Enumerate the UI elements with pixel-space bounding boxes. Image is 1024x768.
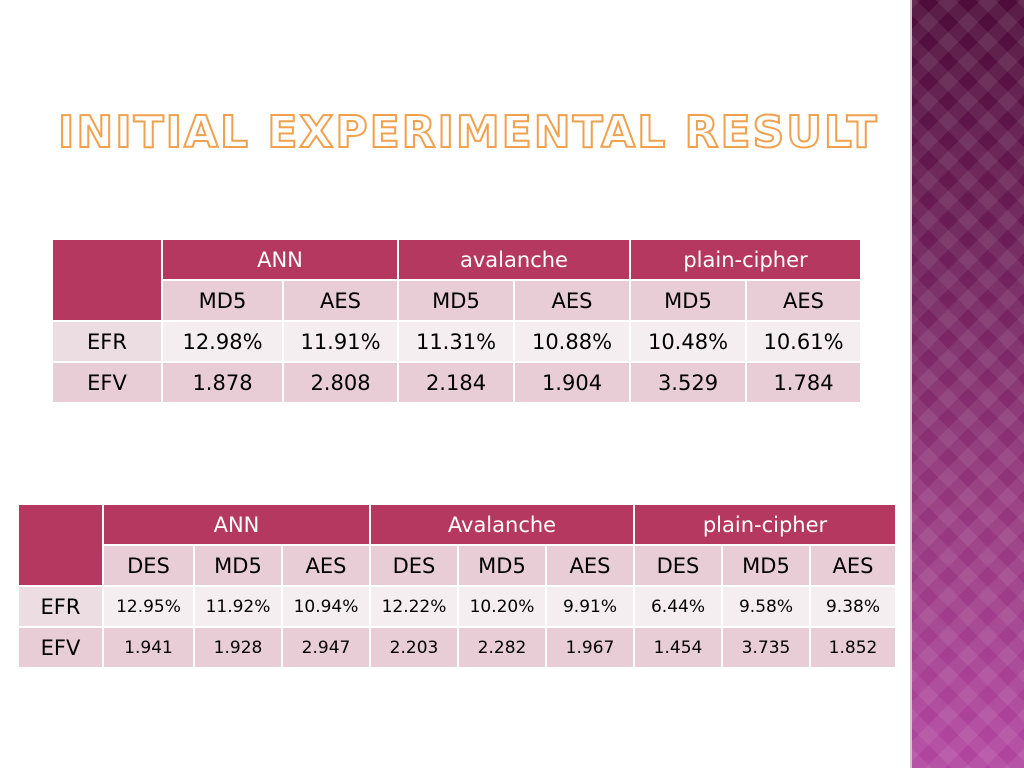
table-corner — [51, 238, 163, 322]
column-header: MD5 — [397, 279, 515, 322]
side-divider — [910, 0, 912, 768]
table-row: EFV 1.941 1.928 2.947 2.203 2.282 1.967 … — [17, 626, 897, 669]
column-header: AES — [745, 279, 862, 322]
data-cell: 2.947 — [281, 626, 371, 669]
group-header: ANN — [161, 238, 399, 281]
data-cell: 11.91% — [282, 320, 399, 363]
row-label: EFV — [17, 626, 104, 669]
data-cell: 3.735 — [721, 626, 811, 669]
data-cell: 10.61% — [745, 320, 862, 363]
data-cell: 11.31% — [397, 320, 515, 363]
group-header: plain-cipher — [629, 238, 862, 281]
group-header: Avalanche — [369, 503, 635, 546]
data-cell: 12.98% — [161, 320, 284, 363]
row-label: EFV — [51, 361, 163, 404]
data-cell: 11.92% — [193, 585, 283, 628]
data-cell: 10.48% — [629, 320, 747, 363]
data-cell: 12.95% — [102, 585, 195, 628]
data-cell: 1.941 — [102, 626, 195, 669]
data-cell: 3.529 — [629, 361, 747, 404]
column-header: AES — [809, 544, 897, 587]
column-header: AES — [281, 544, 371, 587]
row-label: EFR — [51, 320, 163, 363]
group-header: ANN — [102, 503, 371, 546]
column-header: MD5 — [457, 544, 547, 587]
column-header: MD5 — [193, 544, 283, 587]
column-header: DES — [102, 544, 195, 587]
column-header: MD5 — [721, 544, 811, 587]
results-table-1: ANN avalanche plain-cipher MD5 AES MD5 A… — [51, 238, 862, 404]
data-cell: 10.94% — [281, 585, 371, 628]
data-cell: 12.22% — [369, 585, 459, 628]
data-cell: 1.904 — [513, 361, 631, 404]
column-header: AES — [282, 279, 399, 322]
data-cell: 1.928 — [193, 626, 283, 669]
data-cell: 9.91% — [545, 585, 635, 628]
data-cell: 2.184 — [397, 361, 515, 404]
data-cell: 2.808 — [282, 361, 399, 404]
slide-title: Initial Experimental Result — [57, 106, 879, 159]
data-cell: 6.44% — [633, 585, 723, 628]
column-header: AES — [513, 279, 631, 322]
data-cell: 1.967 — [545, 626, 635, 669]
table-corner — [17, 503, 104, 587]
data-cell: 9.38% — [809, 585, 897, 628]
data-cell: 10.88% — [513, 320, 631, 363]
data-cell: 1.454 — [633, 626, 723, 669]
table-row: EFR 12.98% 11.91% 11.31% 10.88% 10.48% 1… — [51, 320, 862, 363]
data-cell: 1.878 — [161, 361, 284, 404]
decorative-side-band — [912, 0, 1024, 768]
group-header: avalanche — [397, 238, 631, 281]
column-header: MD5 — [161, 279, 284, 322]
row-label: EFR — [17, 585, 104, 628]
table-row: EFV 1.878 2.808 2.184 1.904 3.529 1.784 — [51, 361, 862, 404]
data-cell: 10.20% — [457, 585, 547, 628]
data-cell: 2.203 — [369, 626, 459, 669]
data-cell: 2.282 — [457, 626, 547, 669]
column-header: DES — [369, 544, 459, 587]
results-table-2: ANN Avalanche plain-cipher DES MD5 AES D… — [17, 503, 897, 669]
group-header: plain-cipher — [633, 503, 897, 546]
column-header: MD5 — [629, 279, 747, 322]
data-cell: 1.852 — [809, 626, 897, 669]
column-header: AES — [545, 544, 635, 587]
data-cell: 9.58% — [721, 585, 811, 628]
table-row: EFR 12.95% 11.92% 10.94% 12.22% 10.20% 9… — [17, 585, 897, 628]
data-cell: 1.784 — [745, 361, 862, 404]
column-header: DES — [633, 544, 723, 587]
